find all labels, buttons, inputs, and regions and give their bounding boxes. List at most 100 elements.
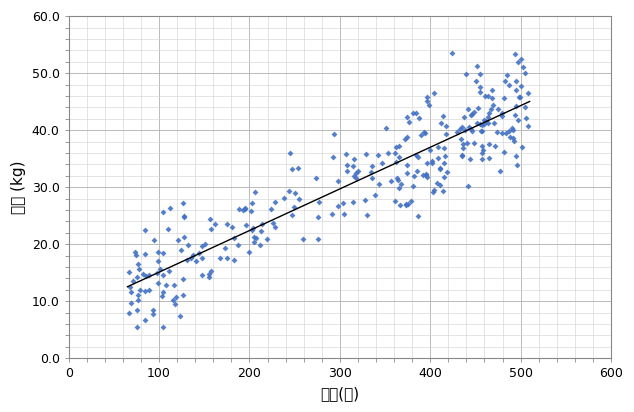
Point: [439, 159, 449, 166]
Point: [374, 180, 384, 187]
Point: [509, 138, 519, 144]
Point: [128, 277, 138, 284]
Point: [351, 175, 361, 182]
Point: [246, 208, 256, 215]
Point: [250, 189, 260, 196]
Point: [495, 168, 505, 174]
Point: [474, 104, 484, 111]
Point: [475, 89, 485, 96]
Point: [173, 236, 183, 243]
Point: [474, 120, 484, 127]
Point: [516, 56, 526, 63]
Point: [406, 197, 417, 204]
Point: [515, 94, 525, 101]
Point: [404, 119, 415, 125]
Point: [285, 150, 295, 157]
Point: [133, 307, 143, 314]
Point: [256, 228, 266, 234]
Point: [313, 235, 323, 242]
Point: [488, 102, 498, 108]
Point: [249, 234, 259, 240]
Point: [210, 221, 221, 227]
Point: [148, 306, 158, 313]
Point: [420, 129, 430, 136]
Point: [472, 63, 482, 69]
Point: [240, 205, 250, 211]
Point: [168, 296, 178, 303]
Point: [403, 201, 413, 208]
Point: [394, 153, 404, 160]
Point: [124, 309, 134, 316]
Point: [517, 143, 527, 150]
Point: [477, 156, 488, 162]
Point: [170, 301, 180, 307]
Point: [206, 267, 216, 274]
Point: [381, 124, 391, 131]
Point: [436, 120, 446, 126]
Point: [425, 147, 435, 154]
Point: [342, 168, 352, 174]
Point: [279, 195, 289, 201]
Point: [519, 63, 529, 70]
Point: [520, 70, 530, 76]
Point: [126, 289, 136, 295]
Point: [488, 87, 498, 93]
Point: [471, 78, 481, 85]
Point: [338, 199, 348, 206]
Point: [131, 324, 141, 330]
Point: [433, 154, 443, 161]
Point: [514, 94, 524, 101]
Point: [165, 205, 176, 211]
Point: [349, 173, 359, 179]
Point: [505, 128, 515, 135]
Point: [188, 251, 198, 258]
Point: [504, 82, 514, 88]
Point: [461, 71, 471, 78]
Point: [238, 207, 248, 214]
Point: [466, 111, 476, 118]
Point: [479, 116, 489, 123]
Point: [330, 131, 340, 138]
Point: [393, 177, 403, 183]
Point: [133, 292, 143, 298]
Point: [508, 126, 518, 133]
Point: [439, 174, 449, 180]
Point: [164, 267, 174, 274]
Point: [182, 256, 192, 263]
Point: [161, 282, 171, 288]
Point: [289, 204, 299, 211]
Point: [427, 160, 437, 166]
Point: [497, 112, 507, 119]
Point: [439, 144, 450, 151]
Point: [435, 166, 445, 173]
Point: [428, 188, 438, 195]
Point: [362, 211, 372, 218]
Point: [472, 120, 482, 127]
Point: [457, 151, 467, 158]
Point: [268, 220, 278, 226]
Point: [287, 212, 297, 218]
Point: [438, 187, 448, 194]
Point: [452, 129, 462, 136]
Point: [247, 199, 257, 206]
Point: [223, 221, 233, 227]
Point: [508, 134, 518, 141]
Point: [135, 287, 145, 293]
Point: [222, 255, 232, 261]
Point: [153, 258, 164, 265]
Point: [200, 240, 210, 247]
Point: [247, 227, 257, 233]
Point: [298, 236, 308, 243]
Point: [373, 152, 383, 159]
Point: [500, 77, 510, 84]
Point: [270, 198, 280, 205]
Point: [467, 111, 477, 117]
Point: [162, 225, 172, 232]
Point: [342, 162, 352, 169]
Point: [493, 105, 503, 112]
Point: [437, 113, 448, 119]
Point: [139, 317, 150, 324]
Point: [486, 106, 496, 113]
Point: [229, 257, 239, 264]
Point: [443, 169, 453, 176]
